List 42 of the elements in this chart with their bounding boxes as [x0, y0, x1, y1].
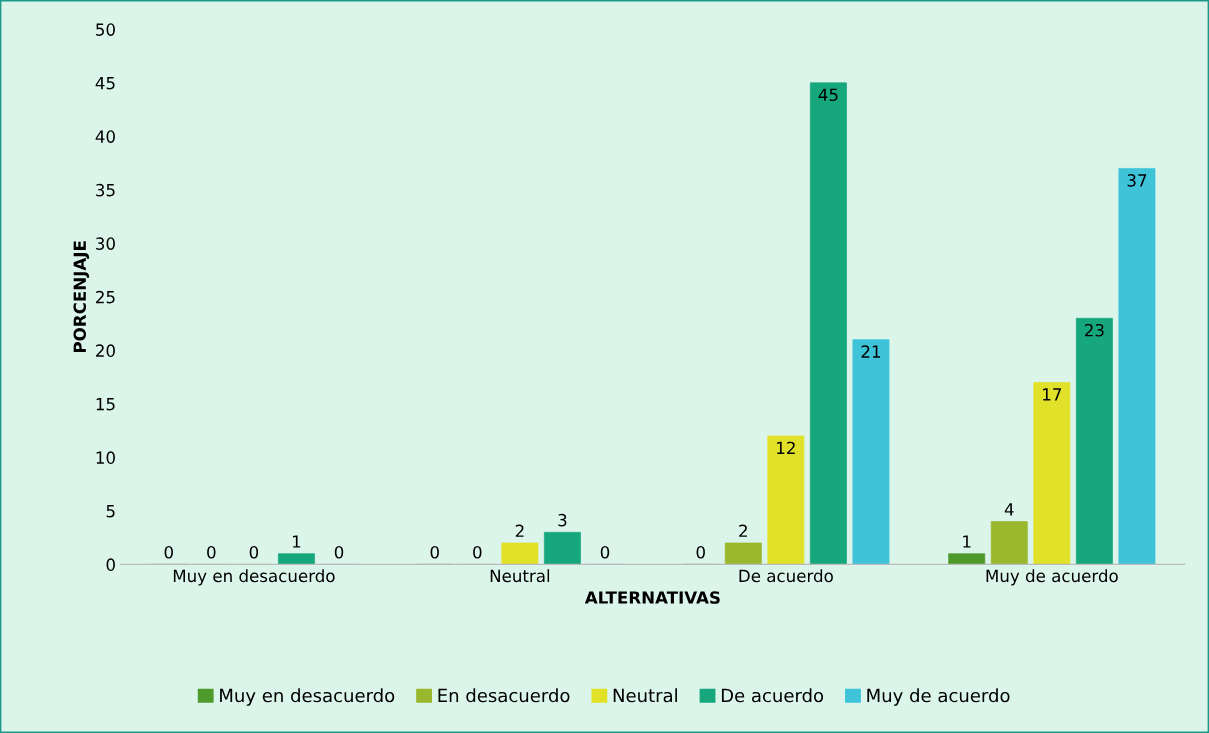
y-tick-label: 30: [96, 237, 115, 250]
data-label: 17: [1043, 388, 1062, 401]
y-tick-label: 15: [96, 398, 115, 411]
x-axis-title: ALTERNATIVAS: [584, 591, 720, 604]
data-label: 0: [473, 545, 482, 559]
data-label: 2: [515, 524, 524, 537]
data-label: 0: [334, 545, 344, 559]
y-tick-label: 50: [96, 23, 115, 36]
data-label: 0: [430, 545, 439, 559]
y-tick-label: 10: [96, 451, 115, 464]
legend-label: De acuerdo: [721, 688, 824, 703]
data-label: 0: [164, 545, 173, 559]
y-tick-label: 0: [106, 558, 115, 571]
x-tick-label: Muy en desacuerdo: [173, 569, 335, 586]
data-label: 1: [963, 535, 971, 548]
data-label: 0: [600, 545, 610, 559]
y-tick-label: 40: [95, 130, 115, 143]
data-label: 2: [739, 524, 747, 537]
legend-label: Muy de acuerdo: [867, 688, 1010, 706]
data-label: 4: [1004, 503, 1014, 516]
y-tick-label: 5: [106, 505, 115, 518]
legend-label: En desacuerdo: [438, 688, 570, 703]
data-label: 23: [1085, 323, 1104, 337]
data-label: 21: [861, 345, 881, 358]
data-label: 0: [696, 545, 705, 559]
y-tick-label: 20: [96, 344, 115, 357]
y-tick-label: 35: [96, 183, 115, 197]
y-axis-title: PORCENJAJE: [73, 241, 90, 353]
x-tick-label: Neutral: [490, 569, 550, 583]
y-tick-label: 25: [96, 290, 115, 304]
data-label: 0: [249, 545, 259, 559]
legend-label: Muy en desacuerdo: [220, 688, 395, 706]
x-tick-label: De acuerdo: [739, 569, 833, 583]
data-label: 45: [818, 88, 838, 102]
legend-label: Neutral: [613, 688, 677, 703]
data-label: 12: [777, 441, 795, 454]
y-tick-label: 45: [95, 77, 115, 90]
data-label: 0: [207, 545, 216, 559]
data-label: 1: [292, 535, 301, 548]
data-label: 37: [1127, 174, 1147, 187]
data-label: 3: [558, 513, 567, 527]
x-tick-label: Muy de acuerdo: [986, 569, 1118, 586]
